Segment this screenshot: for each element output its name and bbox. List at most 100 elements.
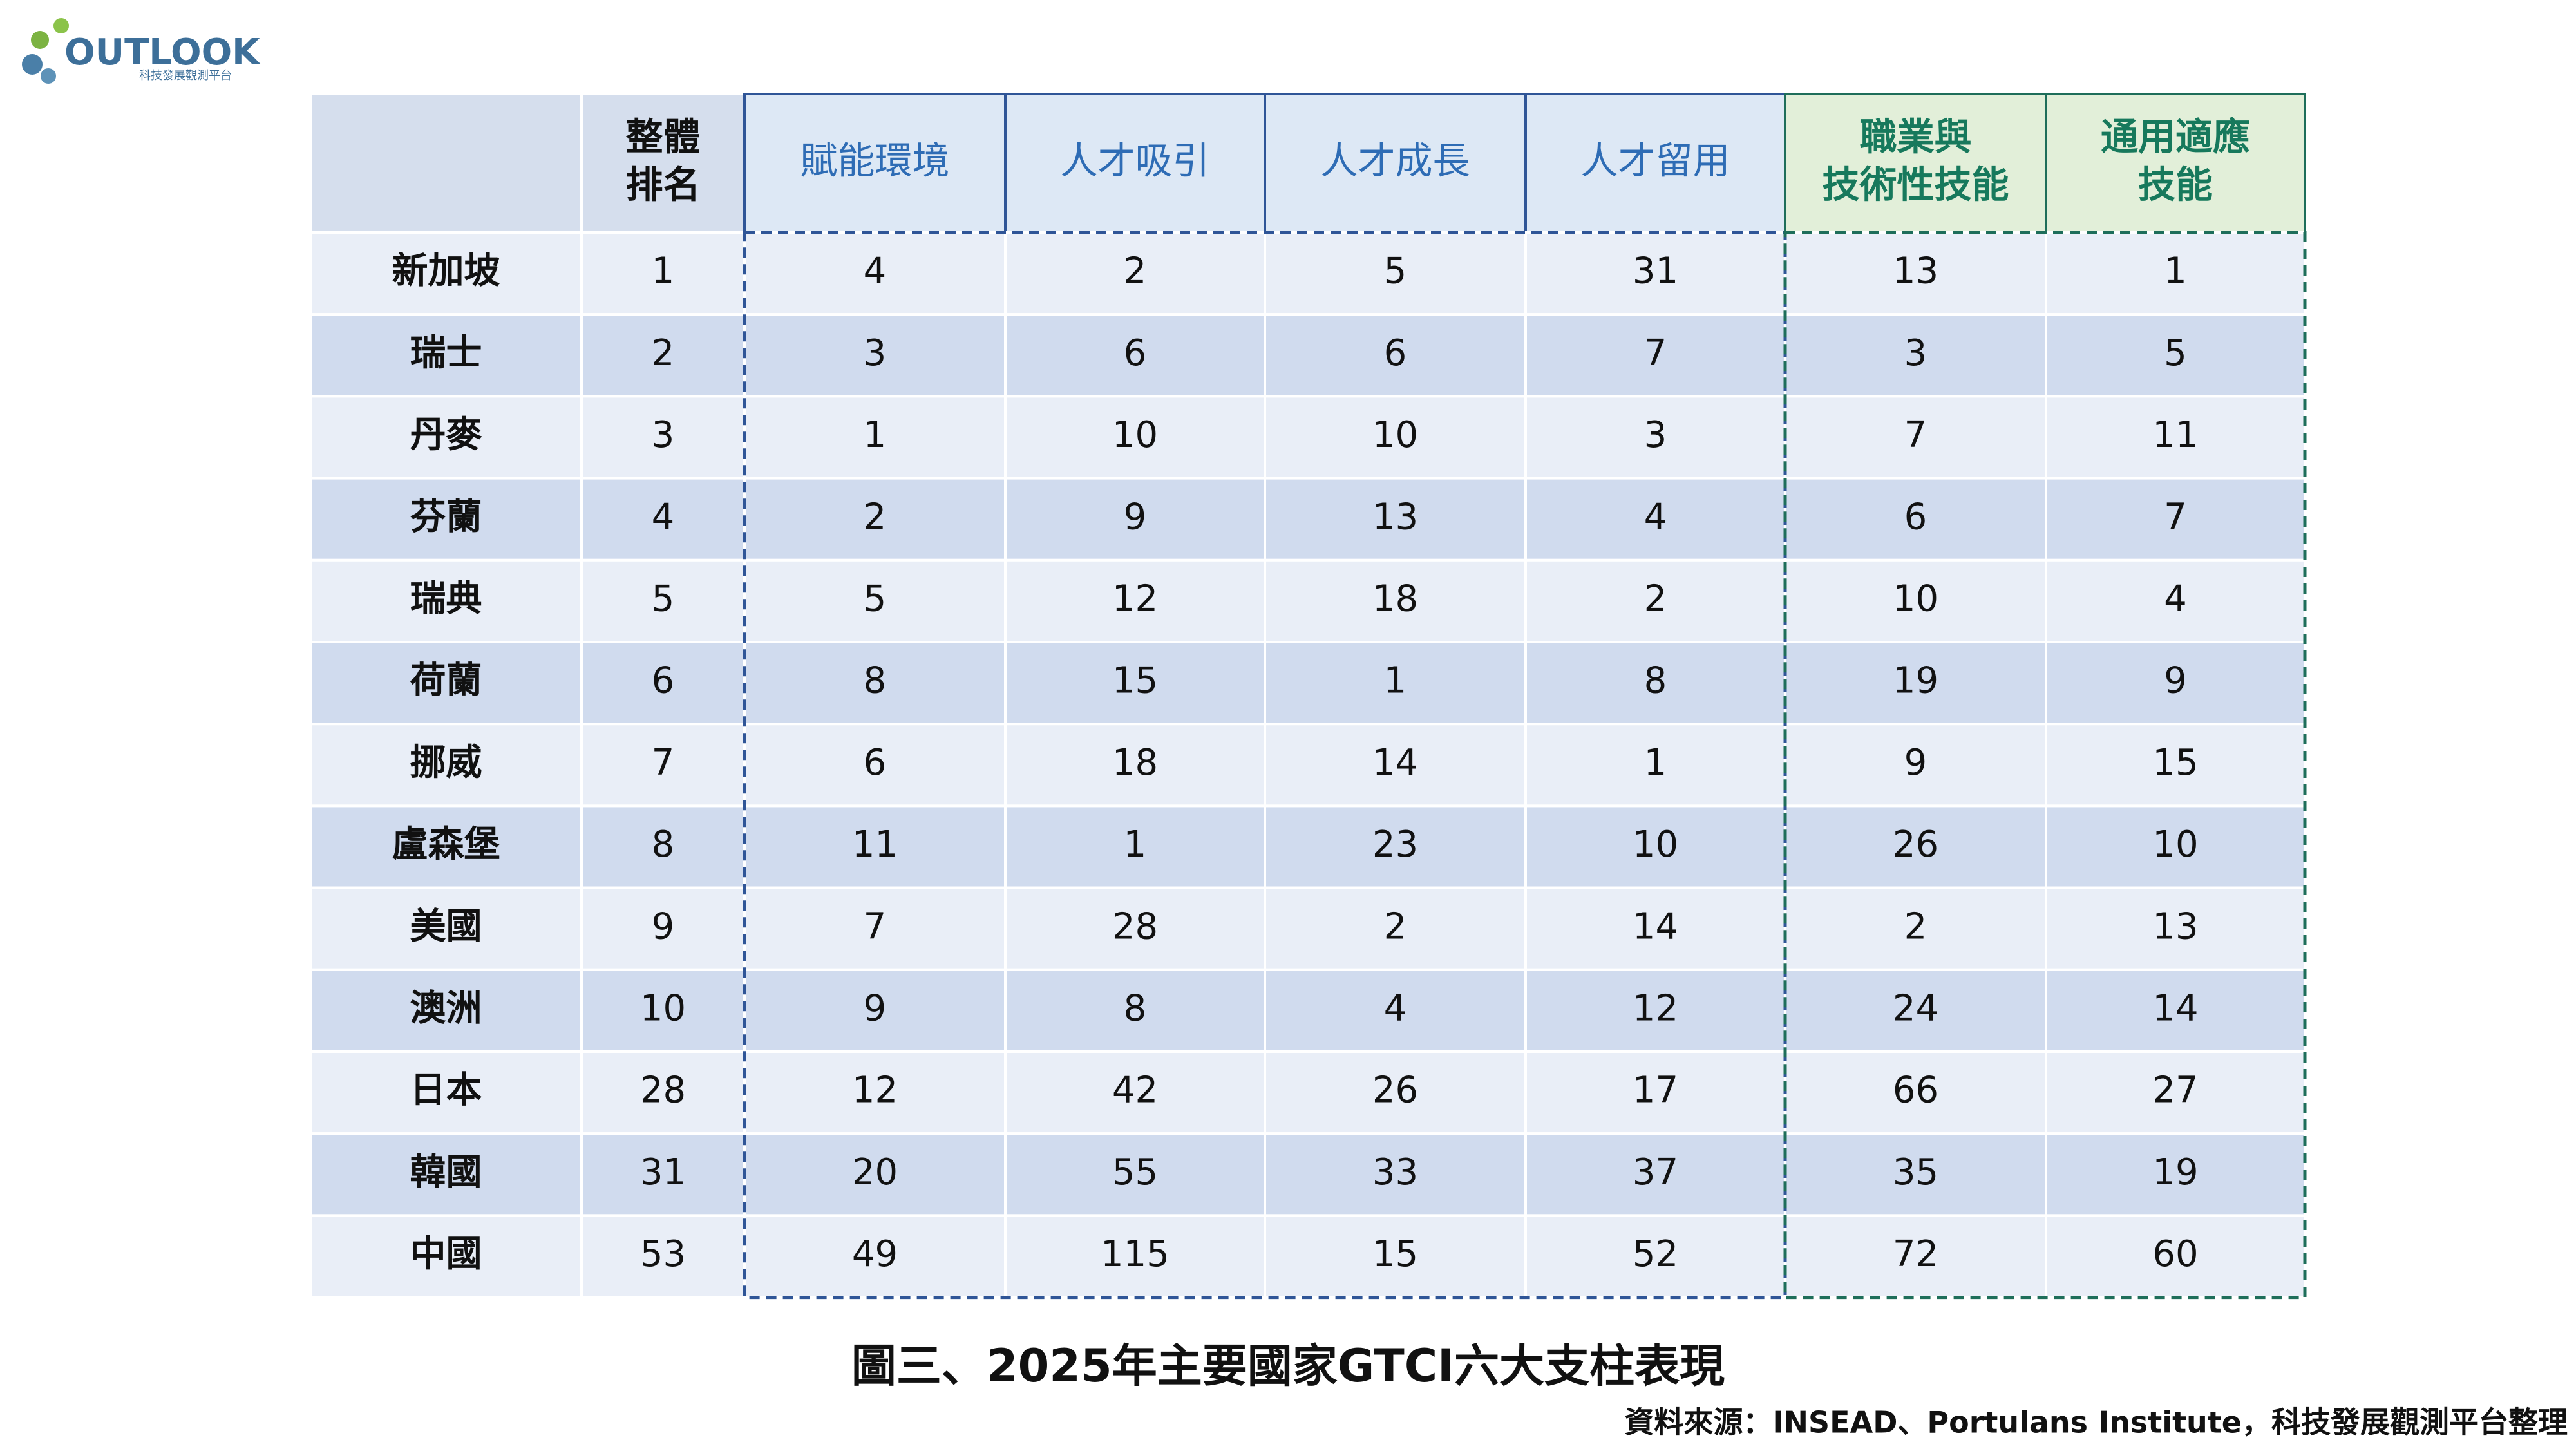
table-cell [2045, 231, 2306, 316]
table-cell [1524, 968, 1786, 1054]
row-header: 荷蘭 [410, 660, 482, 702]
table-cell [1784, 558, 2047, 643]
cell-value: 49 [852, 1233, 898, 1275]
row-header: 日本 [410, 1070, 482, 1112]
cell-value: 10 [1372, 414, 1418, 456]
cell-value: 12 [1633, 988, 1678, 1030]
table-cell [1524, 1132, 1786, 1217]
cell-value: 1 [864, 414, 887, 456]
cell-value: 8 [864, 660, 887, 702]
table-cell [309, 886, 583, 971]
cell-value: 18 [1372, 578, 1418, 620]
cell-value: 14 [1633, 905, 1678, 947]
cell-value: 115 [1101, 1233, 1170, 1275]
cell-value: 6 [1384, 332, 1407, 374]
column-header: 排名 [625, 163, 700, 207]
cell-value: 14 [1372, 742, 1418, 784]
cell-value: 7 [864, 905, 887, 947]
cell-value: 10 [1112, 414, 1158, 456]
cell-value: 72 [1893, 1233, 1938, 1275]
table-cell [1264, 1214, 1527, 1299]
logo-subtitle: 科技發展觀測平台 [139, 69, 232, 82]
cell-value: 19 [2152, 1151, 2198, 1193]
table-cell [1264, 804, 1527, 889]
cell-value: 17 [1633, 1070, 1678, 1112]
table-cell [1004, 886, 1266, 971]
cell-value: 33 [1372, 1151, 1418, 1193]
table-cell [580, 313, 746, 398]
table-cell [1004, 723, 1266, 808]
cell-value: 3 [864, 332, 887, 374]
cell-value: 35 [1893, 1151, 1938, 1193]
cell-value: 10 [1633, 824, 1678, 866]
cell-value: 1 [652, 251, 675, 292]
cell-value: 3 [1904, 332, 1927, 374]
caption: 圖三、2025年主要國家GTCI六大支柱表現 [851, 1340, 1725, 1392]
row-header: 丹麥 [410, 414, 483, 456]
column-header: 職業與 [1859, 115, 1971, 159]
row-header: 新加坡 [392, 251, 500, 292]
table-cell [2045, 395, 2306, 480]
table-cell [309, 558, 583, 643]
column-header: 人才成長 [1320, 139, 1470, 183]
column-header: 整體 [625, 115, 700, 159]
cell-value: 15 [1112, 660, 1158, 702]
table-cell [309, 1214, 583, 1299]
header-cell [1784, 93, 2047, 234]
cell-value: 28 [640, 1070, 686, 1112]
table-cell [743, 477, 1007, 562]
row-header: 瑞士 [410, 332, 482, 374]
table-cell [743, 313, 1007, 398]
table-cell [1784, 1214, 2047, 1299]
cell-value: 27 [2152, 1070, 2198, 1112]
cell-value: 6 [1124, 332, 1147, 374]
cell-value: 9 [1124, 496, 1147, 538]
cell-value: 24 [1893, 988, 1938, 1030]
cell-value: 11 [2152, 414, 2198, 456]
column-header: 通用適應 [2101, 115, 2250, 159]
cell-value: 2 [1384, 905, 1407, 947]
table-cell [1784, 1050, 2047, 1135]
table-cell [309, 313, 583, 398]
cell-value: 5 [1384, 251, 1407, 292]
row-header: 芬蘭 [410, 496, 482, 538]
row-header: 澳洲 [410, 988, 482, 1030]
table-cell [309, 723, 583, 808]
cell-value: 5 [652, 578, 675, 620]
table-cell [1264, 313, 1527, 398]
cell-value: 7 [1644, 332, 1667, 374]
table-cell [1004, 558, 1266, 643]
logo: OUTLOOK 科技發展觀測平台 [22, 18, 261, 84]
table-cell [743, 558, 1007, 643]
column-header: 技術性技能 [1822, 163, 2009, 207]
cell-value: 9 [2164, 660, 2187, 702]
cell-value: 3 [652, 414, 675, 456]
cell-value: 2 [1904, 905, 1927, 947]
table-cell [1784, 477, 2047, 562]
cell-value: 13 [1372, 496, 1418, 538]
table-cell [1264, 231, 1527, 316]
table-cell [1264, 968, 1527, 1054]
table-cell [580, 477, 746, 562]
cell-value: 1 [1644, 742, 1667, 784]
header-cell [2045, 93, 2306, 234]
cell-value: 19 [1893, 660, 1938, 702]
header-cell [1524, 93, 1786, 234]
column-header: 人才吸引 [1060, 139, 1209, 183]
cell-value: 20 [852, 1151, 898, 1193]
table-cell [2045, 886, 2306, 971]
cell-value: 8 [1124, 988, 1147, 1030]
table-cell [743, 1132, 1007, 1217]
cell-value: 5 [2164, 332, 2187, 374]
table-cell [1004, 477, 1266, 562]
cell-value: 1 [1384, 660, 1407, 702]
table-cell [1264, 558, 1527, 643]
cell-value: 4 [864, 251, 887, 292]
cell-value: 9 [1904, 742, 1927, 784]
cell-value: 2 [652, 332, 675, 374]
cell-value: 14 [2152, 988, 2198, 1030]
logo-text: OUTLOOK [64, 32, 261, 73]
cell-value: 52 [1633, 1233, 1678, 1275]
table-cell [1524, 723, 1786, 808]
cell-value: 1 [1124, 824, 1147, 866]
